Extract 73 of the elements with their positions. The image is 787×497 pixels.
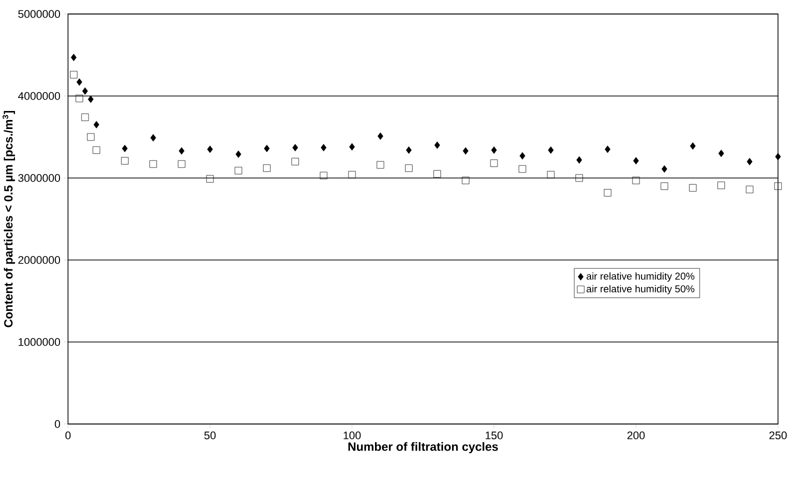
point [547, 171, 555, 178]
point [348, 171, 356, 178]
point [320, 172, 328, 180]
point [378, 132, 384, 140]
point [263, 164, 271, 172]
point [633, 157, 639, 164]
legend-label: air relative humidity 20% [586, 272, 694, 282]
y-tick-label: 4000000 [18, 92, 60, 100]
point [87, 133, 94, 141]
point [76, 78, 82, 86]
point [690, 142, 696, 150]
x-axis-title: Number of filtration cycles [348, 442, 498, 454]
point [178, 147, 184, 155]
point [662, 165, 668, 173]
y-axis-title: Content of particles < 0.5 µm [pcs./m$^{3}$] [2, 110, 15, 328]
point [520, 152, 526, 160]
point [122, 144, 128, 152]
point [406, 146, 412, 154]
point [462, 176, 470, 184]
point [121, 157, 129, 164]
legend-label: air relative humidity 50% [586, 285, 694, 294]
point [178, 160, 186, 168]
y-tick-label: 5000000 [18, 10, 60, 18]
point [70, 54, 77, 62]
point [150, 160, 157, 168]
point [405, 164, 413, 172]
point [206, 175, 214, 183]
x-tick-label: 200 [627, 432, 645, 440]
point [92, 146, 100, 154]
point [576, 174, 583, 182]
point [81, 114, 89, 122]
point [434, 141, 440, 149]
point [774, 182, 782, 190]
point [718, 182, 725, 190]
point [491, 146, 497, 154]
point [604, 189, 612, 196]
x-tick-label: 250 [769, 432, 787, 440]
point [264, 144, 270, 152]
point [82, 87, 88, 95]
point [376, 161, 384, 169]
point [70, 70, 78, 78]
point [320, 144, 326, 152]
y-tick-label: 2000000 [18, 256, 60, 264]
point [518, 165, 526, 173]
point [632, 176, 640, 184]
point [207, 146, 213, 153]
point [88, 96, 94, 103]
point [490, 160, 498, 167]
point [292, 158, 299, 166]
x-tick-label: 100 [344, 432, 361, 440]
point [434, 170, 441, 178]
x-tick-label: 50 [204, 432, 216, 440]
x-tick-label: 150 [486, 432, 503, 440]
point [548, 146, 554, 154]
point [462, 147, 468, 155]
y-tick-label: 1000000 [18, 338, 60, 346]
point [94, 120, 100, 128]
point [718, 150, 724, 158]
point [660, 182, 668, 190]
y-tick-label: 0 [54, 420, 60, 428]
point [689, 184, 697, 192]
point [76, 94, 84, 102]
point [349, 143, 355, 151]
point [234, 166, 242, 174]
y-tick-label: 3000000 [18, 174, 60, 182]
point [150, 134, 156, 142]
point [746, 186, 754, 194]
point [292, 144, 298, 152]
point [576, 156, 582, 164]
point [604, 146, 610, 153]
x-tick-label: 0 [65, 432, 71, 440]
point [746, 158, 752, 166]
point [236, 150, 242, 158]
